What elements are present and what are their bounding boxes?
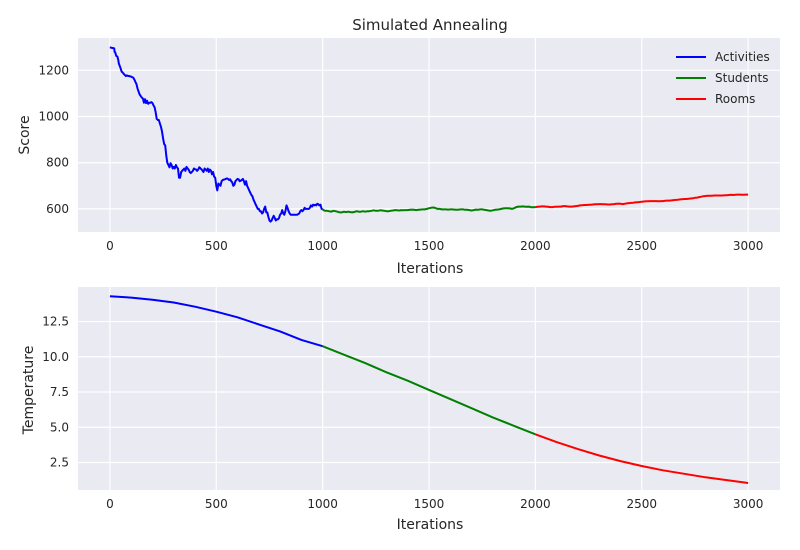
temperature-y-axis-label: Temperature: [21, 346, 37, 436]
legend: Activities Students Rooms: [676, 50, 770, 106]
legend-label-rooms: Rooms: [715, 92, 755, 106]
temperature-x-tick-label: 2500: [626, 497, 657, 511]
temperature-x-tick-label: 2000: [520, 497, 551, 511]
temperature-y-tick-label: 12.5: [42, 315, 69, 329]
score-x-tick-label: 1000: [307, 239, 338, 253]
legend-label-students: Students: [715, 71, 769, 85]
score-x-tick-label: 2000: [520, 239, 551, 253]
temperature-x-axis-label: Iterations: [397, 517, 464, 533]
temperature-y-tick-label: 10.0: [42, 350, 69, 364]
chart-title: Simulated Annealing: [352, 16, 508, 34]
score-x-ticks: 0 500 1000 1500 2000 2500 3000: [106, 239, 763, 253]
temperature-chart: 0 500 1000 1500 2000 2500 3000 2.5 5.0 7.5 10.0 12…: [21, 287, 780, 533]
score-y-ticks: 600 800 1000 1200: [38, 63, 69, 216]
score-x-tick-label: 0: [106, 239, 114, 253]
score-x-tick-label: 500: [205, 239, 228, 253]
score-grid: [78, 38, 780, 232]
score-chart: 0 500 1000 1500 2000 2500 3000 60080010001200 …: [17, 16, 780, 277]
temperature-y-tick-label: 2.5: [50, 456, 69, 470]
score-y-axis-label: Score: [17, 115, 33, 154]
score-line-activities: [109, 46, 324, 223]
temperature-lines: [109, 295, 749, 484]
temperature-y-tick-label: 7.5: [50, 385, 69, 399]
temperature-y-ticks: 2.5 5.0 7.5 10.0 12.5: [42, 315, 69, 470]
temperature-x-ticks: 0 500 1000 1500 2000 2500 3000: [106, 497, 763, 511]
score-line-students: [322, 205, 536, 214]
score-y-tick-label: 1200: [38, 63, 69, 77]
score-x-tick-label: 2500: [626, 239, 657, 253]
temperature-line-segment-1: [109, 295, 323, 348]
legend-label-activities: Activities: [715, 50, 770, 64]
score-line-rooms: [535, 193, 749, 209]
temperature-line-segment-3: [535, 433, 749, 484]
score-x-tick-label: 3000: [733, 239, 764, 253]
temperature-x-tick-label: 500: [205, 497, 228, 511]
temperature-x-tick-label: 1000: [307, 497, 338, 511]
score-x-tick-label: 1500: [414, 239, 445, 253]
temperature-x-tick-label: 3000: [733, 497, 764, 511]
temperature-grid: [78, 287, 780, 490]
score-y-tick-label: 1000: [38, 110, 69, 124]
temperature-x-tick-label: 0: [106, 497, 114, 511]
score-y-tick-label: 800: [46, 156, 69, 170]
score-y-tick-label: 600: [46, 202, 69, 216]
temperature-line-segment-2: [322, 345, 536, 436]
temperature-x-tick-label: 1500: [414, 497, 445, 511]
temperature-y-tick-label: 5.0: [50, 420, 69, 434]
score-lines: [109, 46, 749, 223]
score-x-axis-label: Iterations: [397, 261, 464, 277]
